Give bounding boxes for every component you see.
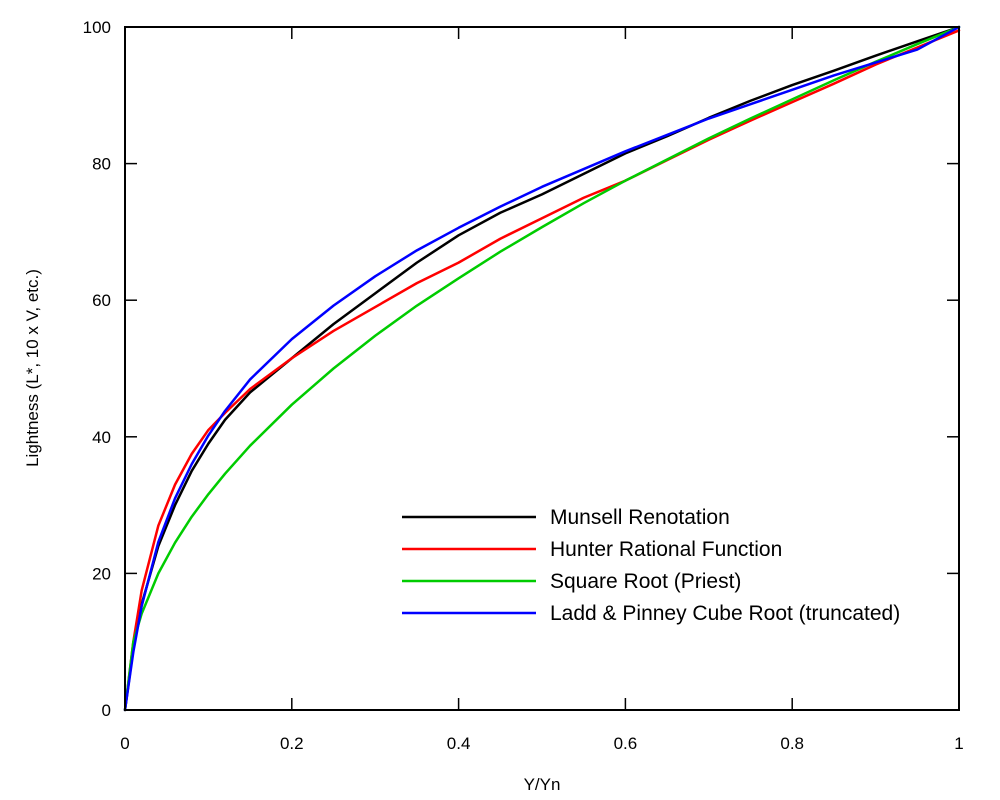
series-line-square-root-priest [123, 25, 961, 712]
axis-ticks [124, 26, 960, 711]
series-line-ladd-pinney-cube-root-truncated [123, 25, 961, 712]
y-tick-label: 20 [92, 564, 111, 583]
series-line-hunter-rational-function [123, 29, 961, 712]
legend-label: Square Root (Priest) [550, 570, 741, 593]
x-tick-label: 0 [120, 734, 129, 753]
y-tick-label: 100 [83, 18, 111, 37]
y-tick-label: 60 [92, 291, 111, 310]
legend-label: Hunter Rational Function [550, 538, 782, 561]
series-line-munsell-renotation [123, 25, 961, 712]
y-tick-label: 40 [92, 428, 111, 447]
x-tick-label: 0.6 [614, 734, 638, 753]
plot-lines [123, 25, 961, 712]
x-tick-label: 0.4 [447, 734, 471, 753]
legend: Munsell Renotation Hunter Rational Functi… [402, 506, 900, 625]
legend-label: Ladd & Pinney Cube Root (truncated) [550, 602, 900, 625]
x-tick-label: 0.8 [780, 734, 804, 753]
x-tick-label: 0.2 [280, 734, 304, 753]
x-axis-title: Y/Yn [524, 775, 561, 794]
y-axis-title: Lightness (L*, 10 x V, etc.) [23, 269, 42, 467]
axis-tick-labels: 0 0.2 0.4 0.6 0.8 1 0 20 40 60 80 100 [83, 18, 964, 753]
x-tick-label: 1 [954, 734, 963, 753]
plot-frame [124, 26, 960, 711]
y-tick-label: 80 [92, 155, 111, 174]
legend-label: Munsell Renotation [550, 506, 730, 529]
y-tick-label: 0 [102, 701, 111, 720]
